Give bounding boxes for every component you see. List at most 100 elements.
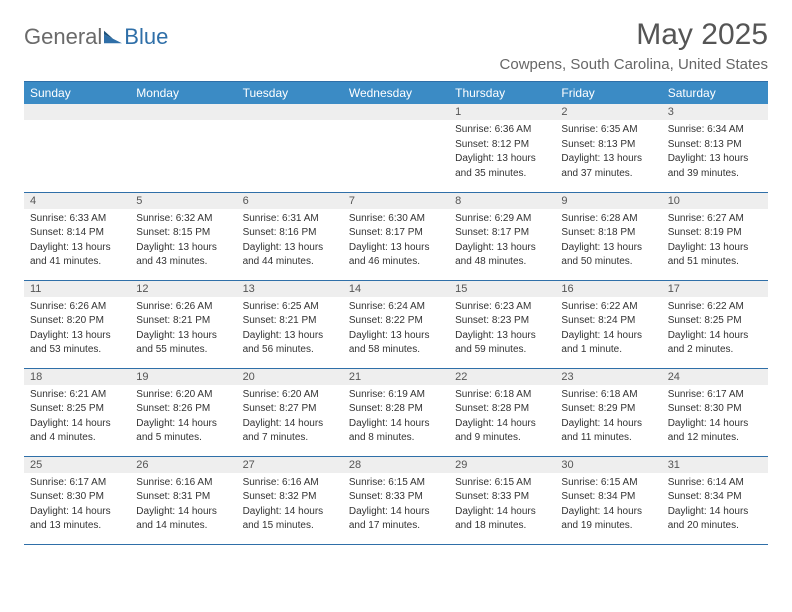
detail-line: and 14 minutes.	[136, 519, 230, 533]
title-block: May 2025 Cowpens, South Carolina, United…	[500, 18, 768, 73]
calendar-cell: 29Sunrise: 6:15 AMSunset: 8:33 PMDayligh…	[449, 456, 555, 544]
calendar-cell: 8Sunrise: 6:29 AMSunset: 8:17 PMDaylight…	[449, 192, 555, 280]
detail-line: Sunrise: 6:16 AM	[136, 476, 230, 490]
day-number: 27	[237, 457, 343, 473]
calendar-cell: 19Sunrise: 6:20 AMSunset: 8:26 PMDayligh…	[130, 368, 236, 456]
detail-line: Daylight: 14 hours	[243, 505, 337, 519]
day-details: Sunrise: 6:28 AMSunset: 8:18 PMDaylight:…	[555, 209, 661, 274]
day-number: 29	[449, 457, 555, 473]
detail-line: and 59 minutes.	[455, 343, 549, 357]
detail-line: Sunrise: 6:33 AM	[30, 212, 124, 226]
calendar-week: 25Sunrise: 6:17 AMSunset: 8:30 PMDayligh…	[24, 456, 768, 544]
detail-line: Daylight: 14 hours	[243, 417, 337, 431]
calendar-week: 11Sunrise: 6:26 AMSunset: 8:20 PMDayligh…	[24, 280, 768, 368]
detail-line: and 48 minutes.	[455, 255, 549, 269]
detail-line: Sunset: 8:29 PM	[561, 402, 655, 416]
day-details: Sunrise: 6:18 AMSunset: 8:29 PMDaylight:…	[555, 385, 661, 450]
detail-line: and 51 minutes.	[668, 255, 762, 269]
day-details: Sunrise: 6:26 AMSunset: 8:20 PMDaylight:…	[24, 297, 130, 362]
detail-line: Daylight: 13 hours	[136, 241, 230, 255]
detail-line: Sunset: 8:14 PM	[30, 226, 124, 240]
detail-line: Sunset: 8:30 PM	[668, 402, 762, 416]
detail-line: Daylight: 13 hours	[455, 241, 549, 255]
detail-line: and 13 minutes.	[30, 519, 124, 533]
detail-line: Sunrise: 6:18 AM	[561, 388, 655, 402]
day-details: Sunrise: 6:14 AMSunset: 8:34 PMDaylight:…	[662, 473, 768, 538]
detail-line: Daylight: 13 hours	[561, 241, 655, 255]
detail-line: and 50 minutes.	[561, 255, 655, 269]
detail-line: Sunset: 8:34 PM	[561, 490, 655, 504]
calendar-body: 1Sunrise: 6:36 AMSunset: 8:12 PMDaylight…	[24, 104, 768, 544]
calendar-cell: 3Sunrise: 6:34 AMSunset: 8:13 PMDaylight…	[662, 104, 768, 192]
detail-line: Sunrise: 6:36 AM	[455, 123, 549, 137]
detail-line: Sunset: 8:33 PM	[455, 490, 549, 504]
day-details: Sunrise: 6:22 AMSunset: 8:25 PMDaylight:…	[662, 297, 768, 362]
calendar-cell: 11Sunrise: 6:26 AMSunset: 8:20 PMDayligh…	[24, 280, 130, 368]
detail-line: and 19 minutes.	[561, 519, 655, 533]
day-details: Sunrise: 6:30 AMSunset: 8:17 PMDaylight:…	[343, 209, 449, 274]
detail-line: and 8 minutes.	[349, 431, 443, 445]
calendar-cell: 13Sunrise: 6:25 AMSunset: 8:21 PMDayligh…	[237, 280, 343, 368]
detail-line: and 12 minutes.	[668, 431, 762, 445]
detail-line: and 11 minutes.	[561, 431, 655, 445]
day-number: 18	[24, 369, 130, 385]
day-number: 1	[449, 104, 555, 120]
day-number: 12	[130, 281, 236, 297]
calendar-cell: 24Sunrise: 6:17 AMSunset: 8:30 PMDayligh…	[662, 368, 768, 456]
detail-line: Daylight: 13 hours	[455, 152, 549, 166]
calendar-cell: 31Sunrise: 6:14 AMSunset: 8:34 PMDayligh…	[662, 456, 768, 544]
detail-line: Daylight: 14 hours	[561, 505, 655, 519]
calendar-cell: 9Sunrise: 6:28 AMSunset: 8:18 PMDaylight…	[555, 192, 661, 280]
day-details: Sunrise: 6:35 AMSunset: 8:13 PMDaylight:…	[555, 120, 661, 185]
detail-line: and 15 minutes.	[243, 519, 337, 533]
detail-line: Daylight: 14 hours	[668, 505, 762, 519]
detail-line: Sunrise: 6:15 AM	[349, 476, 443, 490]
detail-line: Sunrise: 6:31 AM	[243, 212, 337, 226]
detail-line: Sunset: 8:32 PM	[243, 490, 337, 504]
day-number: 19	[130, 369, 236, 385]
day-details: Sunrise: 6:24 AMSunset: 8:22 PMDaylight:…	[343, 297, 449, 362]
day-number-empty	[343, 104, 449, 120]
calendar-cell: 30Sunrise: 6:15 AMSunset: 8:34 PMDayligh…	[555, 456, 661, 544]
detail-line: and 41 minutes.	[30, 255, 124, 269]
day-details: Sunrise: 6:29 AMSunset: 8:17 PMDaylight:…	[449, 209, 555, 274]
day-number: 8	[449, 193, 555, 209]
day-number-empty	[24, 104, 130, 120]
detail-line: Daylight: 13 hours	[455, 329, 549, 343]
day-number: 20	[237, 369, 343, 385]
detail-line: and 20 minutes.	[668, 519, 762, 533]
detail-line: Sunrise: 6:28 AM	[561, 212, 655, 226]
detail-line: Sunrise: 6:20 AM	[136, 388, 230, 402]
detail-line: Daylight: 14 hours	[30, 505, 124, 519]
detail-line: Sunset: 8:30 PM	[30, 490, 124, 504]
weekday-header: Wednesday	[343, 82, 449, 105]
day-number: 11	[24, 281, 130, 297]
day-number-empty	[237, 104, 343, 120]
detail-line: Sunset: 8:28 PM	[455, 402, 549, 416]
detail-line: Sunset: 8:25 PM	[668, 314, 762, 328]
calendar-cell: 16Sunrise: 6:22 AMSunset: 8:24 PMDayligh…	[555, 280, 661, 368]
detail-line: and 58 minutes.	[349, 343, 443, 357]
detail-line: Sunset: 8:25 PM	[30, 402, 124, 416]
calendar-cell: 15Sunrise: 6:23 AMSunset: 8:23 PMDayligh…	[449, 280, 555, 368]
detail-line: Sunset: 8:22 PM	[349, 314, 443, 328]
detail-line: Sunrise: 6:21 AM	[30, 388, 124, 402]
day-details: Sunrise: 6:19 AMSunset: 8:28 PMDaylight:…	[343, 385, 449, 450]
day-number: 9	[555, 193, 661, 209]
day-details: Sunrise: 6:20 AMSunset: 8:26 PMDaylight:…	[130, 385, 236, 450]
day-number: 6	[237, 193, 343, 209]
day-details: Sunrise: 6:16 AMSunset: 8:31 PMDaylight:…	[130, 473, 236, 538]
calendar-cell	[343, 104, 449, 192]
calendar-cell: 25Sunrise: 6:17 AMSunset: 8:30 PMDayligh…	[24, 456, 130, 544]
detail-line: Sunrise: 6:35 AM	[561, 123, 655, 137]
detail-line: Sunrise: 6:17 AM	[30, 476, 124, 490]
day-details: Sunrise: 6:17 AMSunset: 8:30 PMDaylight:…	[662, 385, 768, 450]
logo-text-blue: Blue	[124, 24, 168, 50]
detail-line: Sunrise: 6:29 AM	[455, 212, 549, 226]
detail-line: Sunset: 8:21 PM	[243, 314, 337, 328]
weekday-header: Monday	[130, 82, 236, 105]
logo: General Blue	[24, 24, 168, 50]
detail-line: Sunset: 8:26 PM	[136, 402, 230, 416]
detail-line: Sunrise: 6:30 AM	[349, 212, 443, 226]
detail-line: and 5 minutes.	[136, 431, 230, 445]
